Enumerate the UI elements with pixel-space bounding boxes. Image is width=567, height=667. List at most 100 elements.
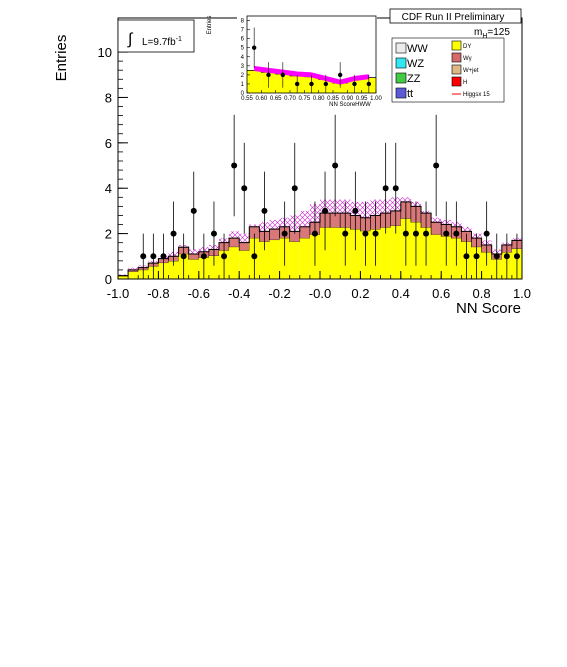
inset-data-point xyxy=(366,81,372,87)
inset-x-tick-labels: 0.55 0.60 0.65 0.70 0.75 0.80 0.85 0.90 0.95 1.00 xyxy=(241,96,382,102)
data-point xyxy=(311,230,318,237)
wgamma-bar xyxy=(299,226,311,239)
inset-y-tick-label: 1 xyxy=(241,82,245,88)
y-tick-label: 0 xyxy=(105,272,112,287)
legend-label: tt xyxy=(407,88,413,100)
legend: WW WZ ZZ tt DY Wγ W+jet H Higgsx 15 xyxy=(391,37,505,103)
legend-label: WZ xyxy=(407,58,424,70)
inset-data-point xyxy=(337,72,343,78)
dy-bar xyxy=(118,276,129,279)
data-point xyxy=(281,230,288,237)
y-tick-label: 4 xyxy=(105,181,112,196)
dy-bar xyxy=(390,225,401,279)
data-point xyxy=(241,185,248,192)
dy-bar xyxy=(168,261,179,279)
data-point xyxy=(231,162,238,169)
x-tick-label: 0.4 xyxy=(392,286,410,301)
data-point xyxy=(200,253,207,260)
inset-y-tick-label: 7 xyxy=(241,28,245,34)
inset-y-tick-label: 5 xyxy=(241,46,245,52)
data-point xyxy=(332,162,339,169)
data-point xyxy=(362,230,369,237)
dy-bar xyxy=(188,259,199,279)
inset-data-point xyxy=(323,81,329,87)
dy-bar xyxy=(330,227,341,279)
inset-x-tick-label: 0.90 xyxy=(341,96,353,102)
x-tick-label: -1.0 xyxy=(107,286,129,301)
dy-bar xyxy=(431,234,442,279)
legend-swatch xyxy=(395,87,407,99)
inset-y-tick-label: 8 xyxy=(241,19,245,25)
y-tick-labels: 0 2 4 6 8 10 xyxy=(98,45,112,287)
integral-icon: ∫ xyxy=(127,31,134,48)
inset-data-point xyxy=(352,81,357,87)
x-tick-label: -0.8 xyxy=(147,286,169,301)
legend-swatch xyxy=(451,64,462,75)
wgamma-bar xyxy=(228,237,240,248)
data-point xyxy=(372,230,379,237)
inset-x-tick-label: 0.60 xyxy=(255,96,267,102)
inset-y-tick-label: 0 xyxy=(241,91,245,97)
wgamma-bar xyxy=(238,242,250,251)
inset-x-tick-label: 0.70 xyxy=(284,96,296,102)
x-tick-label: -0.0 xyxy=(309,286,331,301)
dy-bar xyxy=(481,252,492,279)
data-point xyxy=(251,253,258,260)
data-point xyxy=(483,230,490,237)
legend-swatch xyxy=(451,40,462,51)
inset-y-tick-labels: 0 1 2 3 4 5 6 7 8 xyxy=(241,19,245,97)
legend-label: DY xyxy=(463,44,471,50)
x-tick-label: 0.6 xyxy=(432,286,450,301)
x-tick-label: -0.2 xyxy=(268,286,290,301)
data-point xyxy=(221,253,228,260)
dy-bar xyxy=(320,227,331,279)
dy-bar xyxy=(350,229,361,279)
lumi-box xyxy=(117,19,195,53)
inset-x-tick-label: 0.55 xyxy=(241,96,253,102)
dy-bar xyxy=(299,238,310,279)
data-point xyxy=(261,207,268,214)
legend-swatch xyxy=(451,76,462,87)
data-point xyxy=(322,207,329,214)
inset-dy-bar xyxy=(333,83,348,93)
y-axis-label: Entries xyxy=(53,35,70,82)
data-point xyxy=(443,230,450,237)
lumi-annotation: L=9.7fb-1 xyxy=(142,36,182,48)
mass-annotation: mH=125 xyxy=(474,27,510,40)
wgamma-bar xyxy=(188,253,200,260)
inset-x-tick-label: 0.65 xyxy=(270,96,282,102)
data-point xyxy=(180,253,187,260)
dy-bar xyxy=(239,250,250,279)
data-point xyxy=(493,253,500,260)
wgamma-bar xyxy=(269,228,280,241)
data-point xyxy=(352,207,359,214)
legend-label: W+jet xyxy=(463,68,479,74)
dy-bar xyxy=(259,241,270,279)
inset-x-tick-label: 0.95 xyxy=(356,96,368,102)
inset-data-point xyxy=(266,72,271,78)
x-tick-label: 0.2 xyxy=(351,286,369,301)
data-point xyxy=(140,253,147,260)
inset-dy-bar xyxy=(247,70,262,93)
x-axis-label: NN Score xyxy=(456,300,521,317)
data-point xyxy=(453,230,460,237)
uncertainty-band-bin xyxy=(239,233,250,248)
inset-x-tick-label: 1.00 xyxy=(370,96,382,102)
y-tick-label: 2 xyxy=(105,227,112,242)
title-box xyxy=(389,8,522,24)
legend-box xyxy=(391,37,505,103)
data-point xyxy=(342,230,349,237)
data-point xyxy=(392,185,399,192)
inset-x-axis-label: NN ScoreHWW xyxy=(329,102,371,108)
data-point xyxy=(423,230,430,237)
inset-data-point xyxy=(280,72,286,78)
dy-bar xyxy=(289,241,300,279)
data-point xyxy=(170,230,177,237)
legend-swatch xyxy=(451,52,462,63)
y-tick-label: 6 xyxy=(105,136,112,151)
x-tick-label: 0.8 xyxy=(473,286,491,301)
data-point xyxy=(150,253,157,260)
y-tick-label: 10 xyxy=(98,45,112,60)
inset-plot-frame xyxy=(246,15,377,94)
